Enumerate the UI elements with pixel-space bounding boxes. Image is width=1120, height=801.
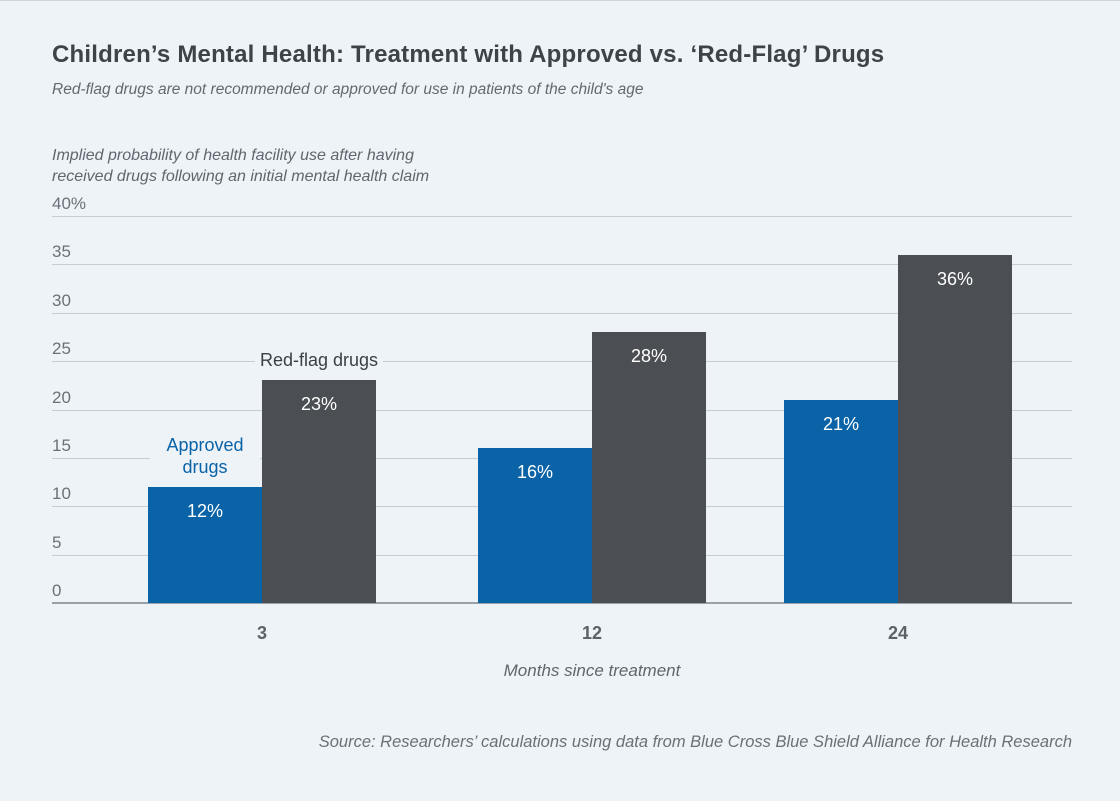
bar-red-flag-drugs-month-12: 28% bbox=[592, 332, 706, 603]
chart-title: Children’s Mental Health: Treatment with… bbox=[52, 41, 885, 68]
source-note: Source: Researchers’ calculations using … bbox=[318, 733, 1072, 751]
y-tick-label: 35 bbox=[52, 242, 71, 261]
legend-label-red-flag-drugs: Red-flag drugs bbox=[254, 348, 384, 372]
bar-value-label: 21% bbox=[822, 414, 860, 434]
y-axis-description: Implied probability of health facility u… bbox=[52, 147, 430, 185]
bar-value-label: 36% bbox=[936, 269, 974, 289]
bar-approved-drugs-month-12: 16% bbox=[478, 448, 592, 603]
x-axis-title: Months since treatment bbox=[503, 661, 681, 680]
y-tick-label: 10 bbox=[52, 484, 71, 503]
x-tick-label: 24 bbox=[887, 623, 909, 643]
gridline-35 bbox=[52, 264, 1072, 265]
y-tick-label: 15 bbox=[52, 436, 71, 455]
bar-value-label: 28% bbox=[630, 346, 668, 366]
bar-approved-drugs-month-3: 12% bbox=[148, 487, 262, 603]
x-axis-line bbox=[52, 602, 1072, 604]
gridline-20 bbox=[52, 410, 1072, 411]
chart-subtitle: Red-flag drugs are not recommended or ap… bbox=[52, 81, 644, 98]
y-tick-label: 5 bbox=[52, 533, 62, 552]
gridline-40 bbox=[52, 216, 1072, 217]
bar-value-label: 23% bbox=[300, 394, 338, 414]
gridline-25 bbox=[52, 361, 1072, 362]
y-tick-label: 20 bbox=[52, 388, 71, 407]
bar-red-flag-drugs-month-24: 36% bbox=[898, 255, 1012, 603]
x-tick-label: 3 bbox=[256, 623, 267, 643]
bar-value-label: 16% bbox=[516, 462, 554, 482]
bar-red-flag-drugs-month-3: 23% bbox=[262, 380, 376, 603]
y-tick-label: 40% bbox=[52, 194, 87, 213]
y-tick-label: 25 bbox=[52, 339, 71, 358]
y-tick-label: 0 bbox=[52, 581, 62, 600]
y-tick-label: 30 bbox=[52, 291, 71, 310]
legend-label-approved-drugs: Approved drugs bbox=[150, 433, 260, 479]
gridline-30 bbox=[52, 313, 1072, 314]
bar-value-label: 12% bbox=[186, 501, 224, 521]
bar-approved-drugs-month-24: 21% bbox=[784, 400, 898, 603]
x-tick-label: 12 bbox=[581, 623, 603, 643]
